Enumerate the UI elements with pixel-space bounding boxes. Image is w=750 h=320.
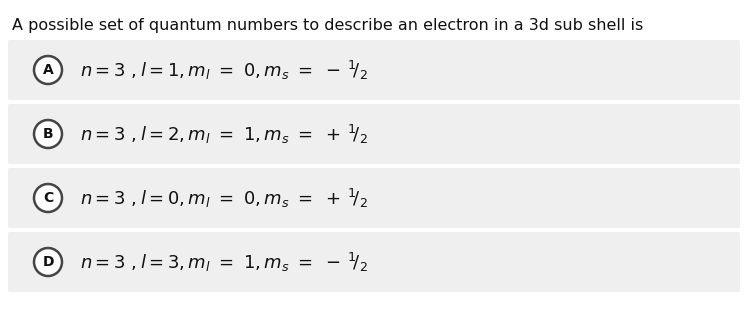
Circle shape	[34, 56, 62, 84]
FancyBboxPatch shape	[8, 232, 740, 292]
Text: C: C	[43, 191, 53, 205]
FancyBboxPatch shape	[8, 104, 740, 164]
Text: $\mathit{n}=3\ ,\mathit{l}=0,\mathit{m}_{l}\ =\ 0,\mathit{m}_{s}\ =\ +\,\mathsf{: $\mathit{n}=3\ ,\mathit{l}=0,\mathit{m}_…	[80, 187, 368, 210]
FancyBboxPatch shape	[8, 40, 740, 100]
Circle shape	[34, 248, 62, 276]
Text: $\mathit{n}=3\ ,\mathit{l}=2,\mathit{m}_{l}\ =\ 1,\mathit{m}_{s}\ =\ +\,\mathsf{: $\mathit{n}=3\ ,\mathit{l}=2,\mathit{m}_…	[80, 123, 368, 146]
Text: $\mathit{n}=3\ ,\mathit{l}=1,\mathit{m}_{l}\ =\ 0,\mathit{m}_{s}\ =\ -\,\mathsf{: $\mathit{n}=3\ ,\mathit{l}=1,\mathit{m}_…	[80, 59, 368, 82]
Text: D: D	[42, 255, 54, 269]
Text: A: A	[43, 63, 53, 77]
FancyBboxPatch shape	[8, 168, 740, 228]
Text: B: B	[43, 127, 53, 141]
Circle shape	[34, 120, 62, 148]
Text: A possible set of quantum numbers to describe an electron in a 3d sub shell is: A possible set of quantum numbers to des…	[12, 18, 644, 33]
Circle shape	[34, 184, 62, 212]
Text: $\mathit{n}=3\ ,\mathit{l}=3,\mathit{m}_{l}\ =\ 1,\mathit{m}_{s}\ =\ -\,\mathsf{: $\mathit{n}=3\ ,\mathit{l}=3,\mathit{m}_…	[80, 251, 368, 274]
